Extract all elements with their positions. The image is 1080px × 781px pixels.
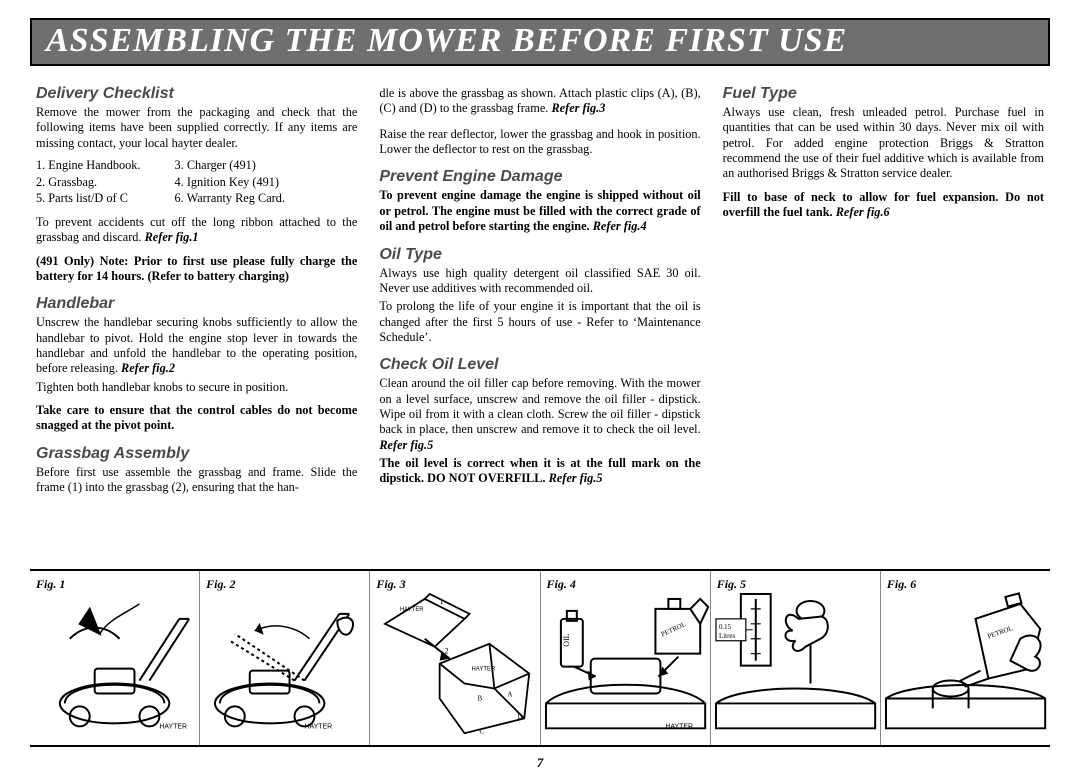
page-number: 7 [0,755,1080,771]
para: Always use high quality detergent oil cl… [379,266,700,297]
note-491: (491 Only) Note: Prior to first use plea… [36,254,357,285]
svg-text:0.15: 0.15 [719,623,732,631]
figure-1: Fig. 1 HAYTER [30,571,200,745]
dipstick-icon: 0.15 Litres [711,589,880,738]
para: Tighten both handlebar knobs to secure i… [36,380,357,395]
figure-row: Fig. 1 HAYTER Fig. 2 [30,569,1050,747]
para: Raise the rear deflector, lower the gras… [379,127,700,158]
heading-delivery-checklist: Delivery Checklist [36,84,357,104]
figure-6: Fig. 6 PETROL [881,571,1050,745]
heading-oil-type: Oil Type [379,245,700,265]
figure-3: Fig. 3 1 HAYTER HAYTER 2 B A [370,571,540,745]
banner-title: ASSEMBLING THE MOWER BEFORE FIRST USE [46,22,1034,60]
svg-text:HAYTER: HAYTER [665,723,693,730]
svg-text:1: 1 [440,597,444,606]
figure-4: Fig. 4 OIL PETROL HAYTER [541,571,711,745]
svg-text:OIL: OIL [561,633,570,646]
para: Remove the mower from the packaging and … [36,105,357,151]
para: To prolong the life of your engine it is… [379,299,700,345]
para: Always use clean, fresh unleaded petrol.… [723,105,1044,182]
para: Clean around the oil filler cap before r… [379,376,700,453]
para: dle is above the grassbag as shown. Atta… [379,86,700,117]
heading-fuel-type: Fuel Type [723,84,1044,104]
para: Before first use assemble the grassbag a… [36,465,357,496]
svg-text:A: A [508,690,513,698]
content-columns: Delivery Checklist Remove the mower from… [0,74,1080,499]
para: Unscrew the handlebar securing knobs suf… [36,315,357,376]
svg-text:Litres: Litres [719,632,736,640]
svg-text:C: C [480,727,485,735]
svg-text:2: 2 [445,647,449,656]
heading-check-oil: Check Oil Level [379,355,700,375]
svg-text:D: D [518,712,523,720]
svg-text:HAYTER: HAYTER [305,723,333,730]
warning-cables: Take care to ensure that the control cab… [36,403,357,434]
para: Fill to base of neck to allow for fuel e… [723,190,1044,221]
page-banner: ASSEMBLING THE MOWER BEFORE FIRST USE [30,18,1050,66]
svg-text:HAYTER: HAYTER [472,667,496,673]
svg-text:HAYTER: HAYTER [159,723,187,730]
heading-prevent-damage: Prevent Engine Damage [379,167,700,187]
checklist-left: 1. Engine Handbook. 2. Grassbag. 5. Part… [36,157,141,207]
checklist-right: 3. Charger (491) 4. Ignition Key (491) 6… [175,157,285,207]
heading-grassbag: Grassbag Assembly [36,444,357,464]
heading-handlebar: Handlebar [36,294,357,314]
para: The oil level is correct when it is at t… [379,456,700,487]
figure-5: Fig. 5 0.15 Litres [711,571,881,745]
handlebar-unfold-icon: HAYTER [200,589,369,738]
column-1: Delivery Checklist Remove the mower from… [36,74,357,499]
grassbag-assembly-icon: 1 HAYTER HAYTER 2 B A D C [370,589,539,738]
column-3: Fuel Type Always use clean, fresh unlead… [723,74,1044,499]
svg-text:HAYTER: HAYTER [400,607,424,613]
para: To prevent accidents cut off the long ri… [36,215,357,246]
para: To prevent engine damage the engine is s… [379,188,700,234]
column-2: dle is above the grassbag as shown. Atta… [379,74,700,499]
fuel-fill-icon: PETROL [881,589,1050,738]
mower-ribbon-icon: HAYTER [30,589,199,738]
delivery-checklist-items: 1. Engine Handbook. 2. Grassbag. 5. Part… [36,157,357,207]
figure-2: Fig. 2 HAYTER [200,571,370,745]
engine-fill-icon: OIL PETROL HAYTER [541,589,710,738]
svg-text:B: B [478,694,483,702]
